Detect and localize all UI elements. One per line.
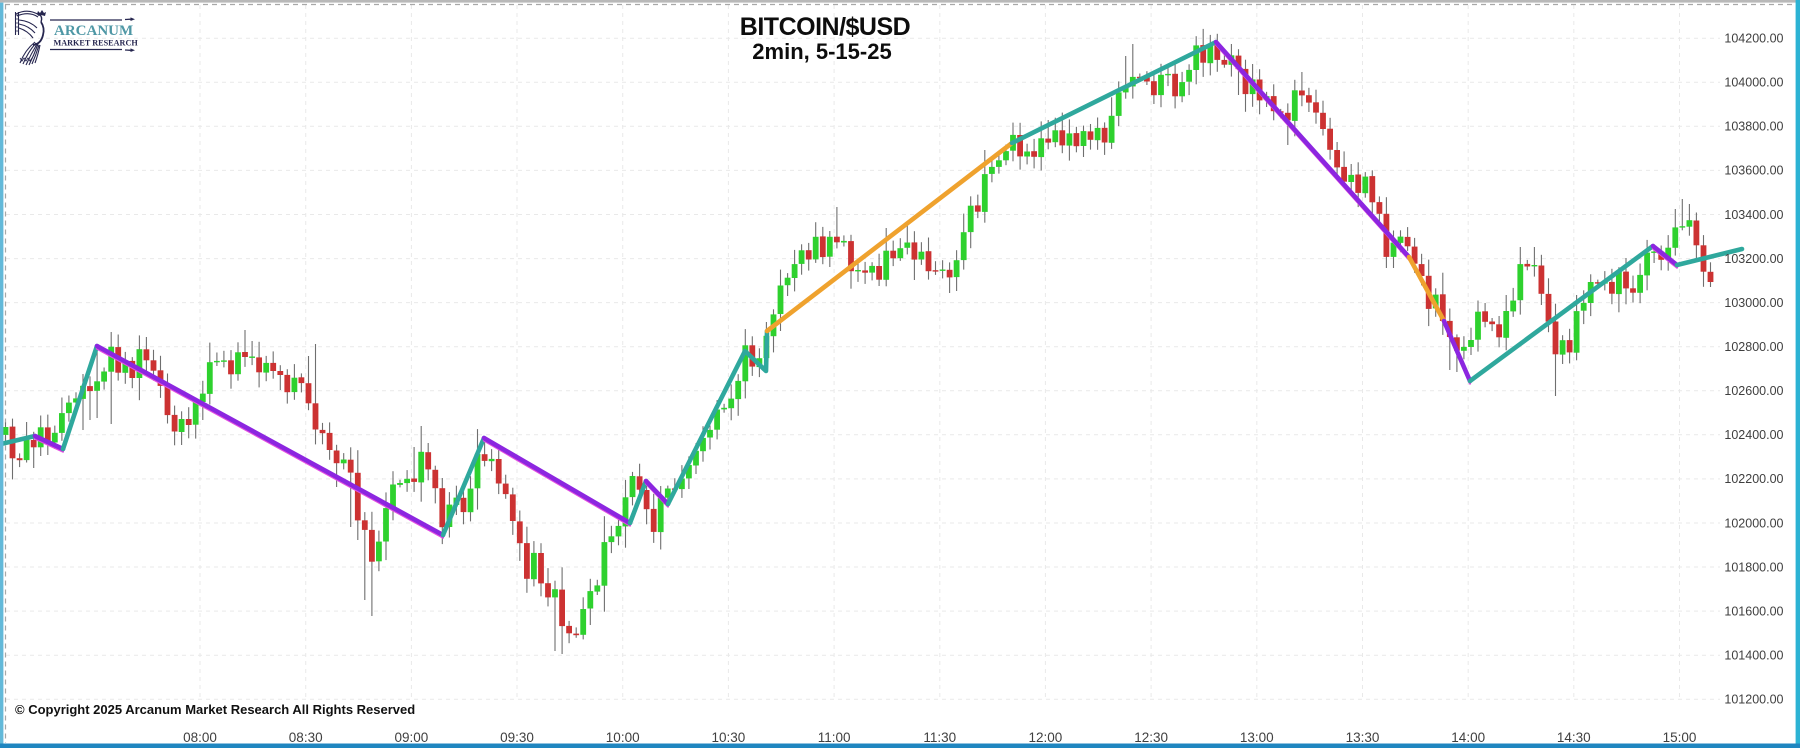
- svg-text:09:30: 09:30: [500, 730, 534, 745]
- svg-text:10:30: 10:30: [712, 730, 746, 745]
- svg-text:12:00: 12:00: [1029, 730, 1063, 745]
- svg-text:103200.00: 103200.00: [1724, 252, 1783, 266]
- svg-text:101800.00: 101800.00: [1724, 560, 1783, 574]
- svg-text:102600.00: 102600.00: [1724, 384, 1783, 398]
- svg-text:103400.00: 103400.00: [1724, 208, 1783, 222]
- svg-text:104200.00: 104200.00: [1724, 32, 1783, 46]
- svg-text:101200.00: 101200.00: [1724, 693, 1783, 707]
- svg-text:10:00: 10:00: [606, 730, 640, 745]
- svg-text:11:30: 11:30: [923, 730, 956, 745]
- svg-text:14:30: 14:30: [1557, 730, 1591, 745]
- svg-text:12:30: 12:30: [1134, 730, 1168, 745]
- svg-text:BITCOIN/$USD: BITCOIN/$USD: [740, 13, 910, 41]
- svg-text:08:30: 08:30: [289, 730, 323, 745]
- svg-text:103600.00: 103600.00: [1724, 164, 1783, 178]
- svg-text:103000.00: 103000.00: [1724, 296, 1783, 310]
- svg-text:15:00: 15:00: [1663, 730, 1697, 745]
- svg-text:102000.00: 102000.00: [1724, 516, 1783, 530]
- svg-text:2min, 5-15-25: 2min, 5-15-25: [752, 39, 891, 64]
- svg-text:103800.00: 103800.00: [1724, 120, 1783, 134]
- svg-text:102400.00: 102400.00: [1724, 428, 1783, 442]
- svg-text:08:00: 08:00: [183, 730, 217, 745]
- svg-text:11:00: 11:00: [818, 730, 851, 745]
- svg-text:13:30: 13:30: [1346, 730, 1380, 745]
- svg-text:102800.00: 102800.00: [1724, 340, 1783, 354]
- svg-text:101600.00: 101600.00: [1724, 604, 1783, 618]
- svg-text:14:00: 14:00: [1451, 730, 1485, 745]
- svg-text:102200.00: 102200.00: [1724, 472, 1783, 486]
- svg-text:09:00: 09:00: [395, 730, 429, 745]
- svg-text:101400.00: 101400.00: [1724, 649, 1783, 663]
- svg-text:ARCANUM: ARCANUM: [54, 23, 133, 39]
- svg-text:104000.00: 104000.00: [1724, 76, 1783, 90]
- svg-text:13:00: 13:00: [1240, 730, 1274, 745]
- svg-text:© Copyright 2025 Arcanum Marke: © Copyright 2025 Arcanum Market Research…: [15, 702, 415, 717]
- svg-text:MARKET RESEARCH: MARKET RESEARCH: [54, 39, 139, 48]
